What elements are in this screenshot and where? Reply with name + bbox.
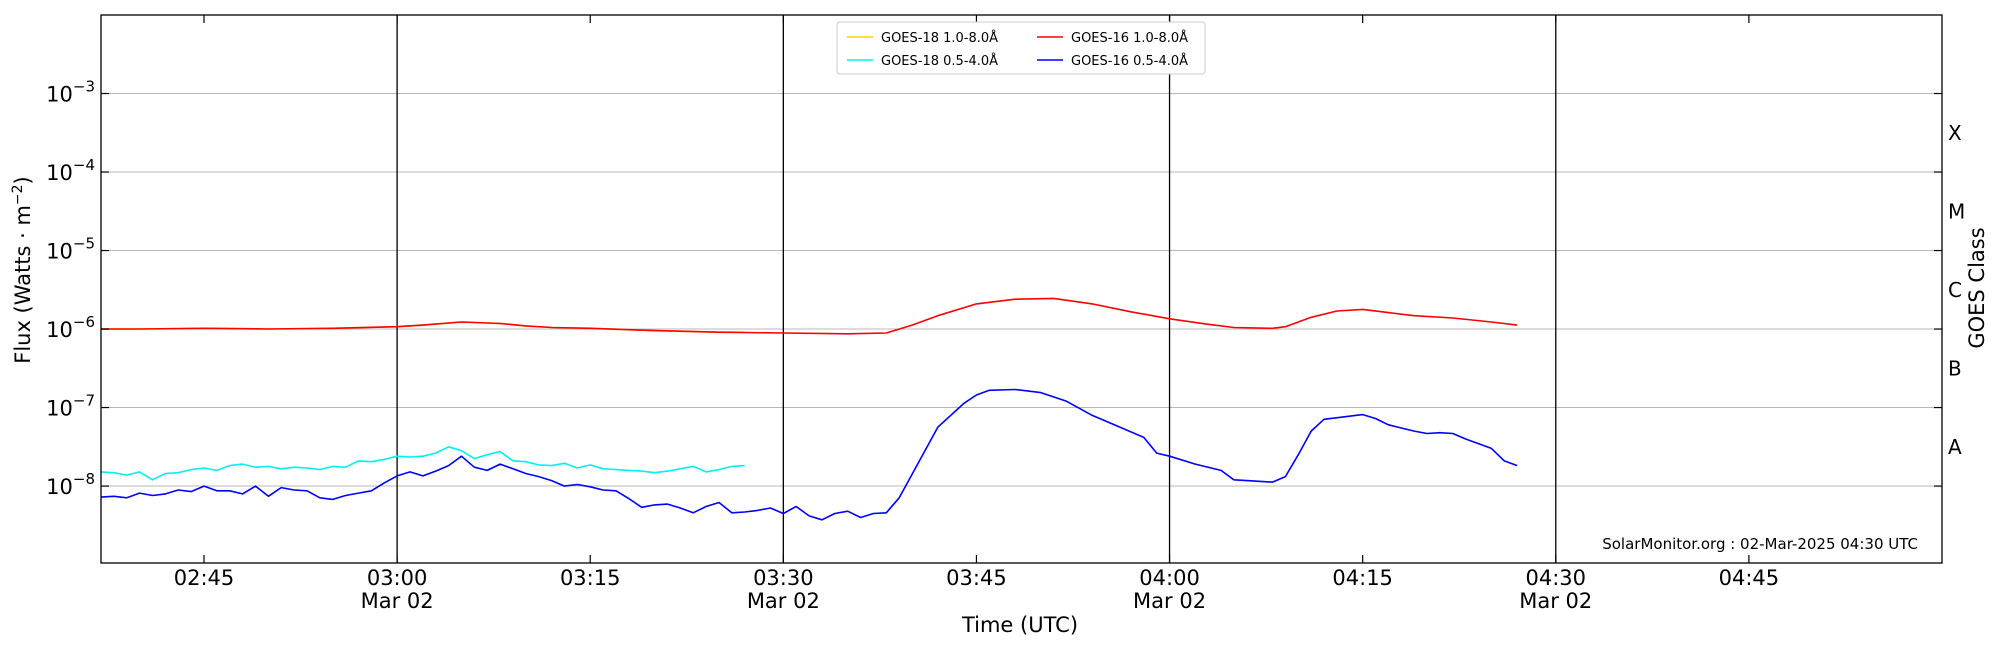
x-tick-date-5: Mar 02 [1133,589,1206,613]
x-tick-label-6: 04:15 [1332,566,1393,590]
x-tick-date-1: Mar 02 [361,589,434,613]
y-tick-exponent: −5 [73,235,95,253]
x-tick-label-3: 03:30 [753,566,814,590]
goes-class-c-label: C [1948,278,1962,302]
y-tick-exponent: −4 [73,156,95,174]
legend-label-1: GOES-18 0.5-4.0Å [881,53,998,69]
legend-label-3: GOES-16 0.5-4.0Å [1071,53,1188,69]
x-tick-label-7: 04:30 [1526,566,1587,590]
y-tick-label-1: 10−4 [46,156,95,185]
x-tick-label-2: 03:15 [560,566,621,590]
y-tick-label-5: 10−8 [46,470,95,499]
x-tick-label-4: 03:45 [946,566,1007,590]
y-axis-title-main: Flux (Watts · m [11,205,35,364]
y-tick-label-0: 10−3 [46,78,95,107]
x-tick-label-8: 04:45 [1719,566,1780,590]
x-tick-label-0: 02:45 [174,566,235,590]
y-tick-exponent: −7 [73,392,95,410]
goes-class-m-label: M [1948,199,1965,223]
legend-box [836,21,1206,75]
y-tick-labels: 10−310−410−510−610−710−8 [46,78,95,500]
source-annotation: SolarMonitor.org : 02-Mar-2025 04:30 UTC [1602,535,1918,553]
plot-frame [100,14,1943,564]
goes-class-axis-title: GOES Class [1965,227,1989,348]
axis-ticks [101,15,1942,563]
x-axis-title: Time (UTC) [961,613,1078,637]
y-tick-base: 10 [46,397,73,421]
goes-class-a-label: A [1948,435,1962,459]
y-tick-label-3: 10−6 [46,313,95,342]
y-tick-base: 10 [46,240,73,264]
y-axis-title-end: ) [11,176,35,184]
y-axis-title-sup: −2 [10,184,26,205]
series-line-1 [100,445,745,481]
y-tick-label-4: 10−7 [46,392,95,421]
y-tick-base: 10 [46,161,73,185]
data-series [100,297,1518,521]
x-tick-date-3: Mar 02 [747,589,820,613]
x-tick-label-1: 03:00 [367,566,428,590]
y-axis-title: Flux (Watts · m−2) [10,176,35,364]
y-tick-exponent: −3 [73,78,95,96]
y-tick-base: 10 [46,83,73,107]
y-tick-exponent: −8 [73,470,95,488]
grid-lines [101,93,1942,487]
date-boundary-lines [396,15,1557,563]
x-tick-date-7: Mar 02 [1519,589,1592,613]
legend-label-2: GOES-16 1.0-8.0Å [1071,30,1188,46]
goes-class-x-label: X [1948,121,1962,145]
series-line-3 [100,388,1518,521]
y-tick-label-2: 10−5 [46,235,95,264]
y-tick-base: 10 [46,318,73,342]
y-tick-exponent: −6 [73,313,95,331]
goes-class-b-label: B [1948,356,1962,380]
goes-class-labels: X M C B A [1948,121,1965,459]
x-tick-label-5: 04:00 [1139,566,1200,590]
legend: GOES-18 1.0-8.0Å GOES-18 0.5-4.0Å GOES-16 … [836,21,1206,75]
legend-label-0: GOES-18 1.0-8.0Å [881,30,998,46]
y-tick-base: 10 [46,475,73,499]
series-line-2 [101,297,1518,335]
